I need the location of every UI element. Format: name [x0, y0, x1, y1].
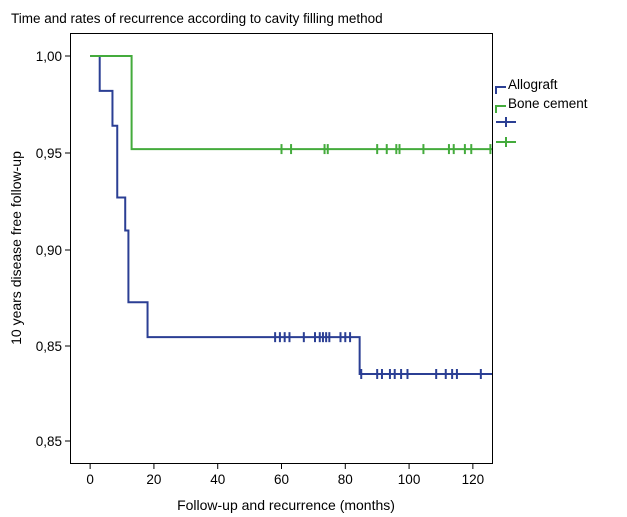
x-axis-label: Follow-up and recurrence (months): [177, 497, 395, 513]
legend: Allograft Bone cement: [495, 77, 588, 147]
plot-area: [90, 55, 492, 379]
x-tick-label: 40: [210, 472, 225, 487]
y-axis-label: 10 years disease free follow-up: [8, 151, 24, 345]
legend-label-allograft: Allograft: [508, 77, 558, 92]
y-tick-label: 0,90: [36, 243, 62, 258]
series-line-allograft: [90, 55, 492, 375]
legend-swatch-bone-cement: [495, 105, 506, 113]
y-axis: 1,00 0,95 0,90 0,85 0,85: [36, 49, 71, 449]
x-tick-label: 0: [86, 472, 94, 487]
legend-label-bone-cement: Bone cement: [508, 96, 588, 111]
x-tick-label: 120: [462, 472, 485, 487]
plot-frame: [70, 33, 493, 464]
x-tick-label: 20: [146, 472, 161, 487]
y-tick-label: 1,00: [36, 49, 62, 64]
series-line-bone-cement: [90, 55, 492, 151]
legend-swatch-allograft: [495, 86, 506, 94]
x-tick-label: 60: [274, 472, 289, 487]
y-tick-label: 0,85: [36, 339, 62, 354]
x-tick-label: 80: [338, 472, 353, 487]
x-tick-label: 100: [398, 472, 421, 487]
y-tick-label: 0,95: [36, 146, 62, 161]
y-tick-label: 0,85: [36, 434, 62, 449]
x-axis: 0 20 40 60 80 100 120: [86, 463, 484, 487]
chart-title: Time and rates of recurrence according t…: [11, 11, 383, 26]
